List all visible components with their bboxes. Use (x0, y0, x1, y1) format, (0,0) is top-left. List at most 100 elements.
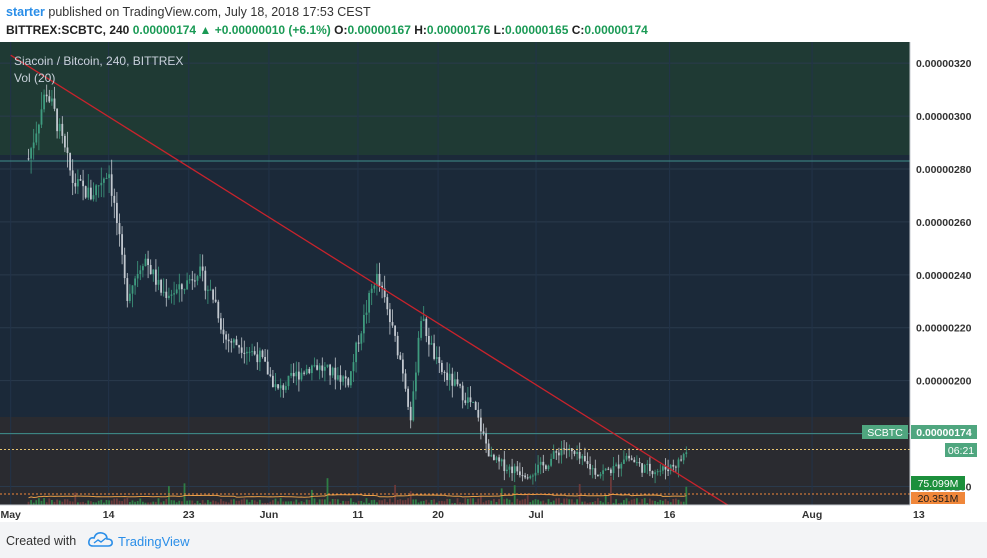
candle-body (318, 365, 321, 370)
candle-body (360, 333, 363, 344)
candle-body (448, 373, 451, 381)
volume-bar (440, 500, 443, 505)
candle-body (414, 372, 417, 392)
volume-bar (394, 484, 396, 505)
candle-body (248, 351, 251, 353)
volume-bar (443, 501, 446, 505)
volume-bar (609, 476, 612, 505)
candle-body (482, 431, 485, 434)
volume-bar (682, 501, 685, 505)
candle-body (656, 471, 659, 473)
candle-body (336, 375, 339, 380)
candle-body (602, 470, 604, 475)
candle-body (635, 462, 638, 464)
candle-body (316, 365, 318, 370)
volume-bar (607, 501, 610, 505)
candle-body (557, 452, 560, 456)
volume-bar (534, 499, 537, 505)
candle-body (206, 289, 209, 291)
volume-bar (313, 498, 316, 505)
candle-body (201, 266, 204, 271)
volume-bar (472, 498, 474, 505)
candle-body (167, 295, 170, 298)
x-tick-label: Jul (528, 509, 543, 521)
trendline[interactable] (10, 54, 733, 509)
candle-body (134, 278, 136, 286)
volume-bar (258, 499, 261, 505)
volume-bar (599, 500, 602, 505)
volume-bar (630, 499, 633, 505)
volume-bar (542, 500, 545, 505)
volume-bar (544, 502, 547, 505)
tradingview-brand[interactable]: TradingView (118, 534, 190, 549)
candle-body (339, 375, 342, 382)
candle-body (147, 258, 149, 266)
price-chart[interactable]: Siacoin / Bitcoin, 240, BITTREX Vol (20)… (0, 42, 987, 522)
volume-bar (131, 500, 134, 505)
volume-bar (56, 499, 58, 505)
candle-body (555, 451, 558, 453)
candle-body (313, 365, 316, 367)
candle-body (565, 448, 568, 451)
tradingview-cloud-icon[interactable] (88, 531, 114, 549)
volume-bar (238, 500, 240, 505)
volume-bar (204, 502, 207, 505)
time-axis[interactable]: May 14 23 Jun 11 20 Jul 16 Aug 13 (0, 504, 987, 522)
volume-bar (414, 499, 417, 505)
candle-body (388, 309, 391, 323)
volume-bar (651, 500, 654, 505)
candle-body (625, 455, 628, 460)
candle-body (334, 367, 337, 380)
volume-bar (513, 485, 516, 505)
volume-bar (537, 499, 539, 505)
candle-body (292, 372, 295, 377)
candle-body (563, 448, 565, 450)
candle-body (188, 279, 191, 281)
volume-bar (633, 498, 636, 505)
volume-bar (381, 500, 383, 505)
volume-bar (425, 499, 428, 505)
volume-bar (128, 501, 131, 505)
volume-bar (295, 499, 298, 505)
candle-body (256, 354, 259, 363)
volume-bar (191, 500, 194, 505)
candle-body (323, 366, 326, 371)
volume-badge (911, 476, 965, 490)
candle-body (560, 448, 563, 456)
volume-bar (477, 498, 480, 505)
candle-body (251, 351, 253, 353)
candle-body (453, 379, 456, 386)
candle-body (139, 270, 142, 275)
candle-body (641, 463, 643, 473)
volume-bar (448, 498, 451, 505)
candle-body (604, 468, 607, 471)
volume-bar (349, 498, 352, 505)
volume-bar (162, 501, 165, 505)
candle-body (30, 148, 32, 159)
volume-bar (368, 502, 370, 505)
volume-bar (420, 501, 422, 505)
volume-bar (165, 499, 168, 505)
candle-body (352, 362, 355, 372)
volume-bar (48, 498, 51, 505)
volume-bar (464, 498, 467, 505)
volume-bars (27, 476, 688, 505)
volume-bar (589, 502, 591, 505)
volume-bar (511, 502, 513, 505)
volume-bar (386, 502, 389, 505)
candle-body (373, 285, 376, 289)
candle-body (446, 372, 448, 381)
candle-body (508, 466, 511, 470)
volume-bar (334, 498, 337, 505)
author-link[interactable]: starter (6, 5, 45, 19)
candle-body (183, 289, 186, 291)
volume-bar (404, 499, 407, 505)
volume-bar (217, 502, 220, 505)
volume-bar (63, 499, 66, 505)
candle-body (303, 372, 305, 374)
volume-bar (620, 502, 623, 505)
volume-bar (482, 502, 485, 505)
volume-bar (383, 498, 386, 505)
volume-bar (672, 498, 675, 505)
candle-body (381, 285, 383, 289)
